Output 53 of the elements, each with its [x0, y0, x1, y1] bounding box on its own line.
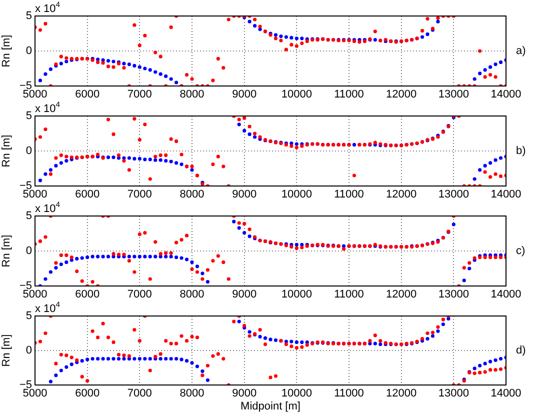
x-tick-label: 10000 [281, 288, 312, 301]
x-tick-label: 10000 [281, 188, 312, 201]
x-tick-label: 12000 [386, 288, 417, 301]
text: c) [516, 245, 526, 258]
y-axis-title: Rn [m] [0, 234, 13, 268]
x-tick-label: 10000 [281, 388, 312, 400]
x-tick-label: 8000 [180, 288, 204, 301]
x-tick-label: 13000 [438, 188, 469, 201]
y-tick-label: 5 [26, 10, 32, 22]
y-tick-label: 0 [26, 344, 32, 357]
x-tick-label: 6000 [75, 288, 100, 301]
y-tick-label: 5 [26, 310, 32, 322]
x-tick-label: 14000 [490, 288, 522, 301]
x-tick-label: 13000 [438, 88, 469, 101]
x-tick-label: 9000 [232, 388, 257, 400]
text: b) [516, 145, 526, 158]
y-axis-title: Rn [m] [0, 34, 13, 68]
x-tick-label: 6000 [75, 88, 100, 101]
y-tick-label: 5 [26, 110, 32, 122]
x-tick-label: 7000 [127, 88, 152, 101]
x-tick-label: 14000 [490, 88, 522, 101]
x-tick-label: 13000 [438, 388, 469, 400]
x-tick-label: 9000 [232, 88, 257, 101]
x-tick-label: 12000 [386, 388, 417, 400]
x-tick-label: 7000 [127, 288, 152, 301]
x-tick-label: 11000 [334, 388, 364, 400]
x-tick-label: 11000 [334, 188, 364, 201]
x-tick-label: 14000 [490, 388, 522, 400]
x-tick-label: 7000 [127, 188, 152, 201]
y-tick-label: 0 [26, 145, 32, 158]
x-tick-label: 11000 [334, 88, 364, 101]
x-tick-label: 8000 [180, 188, 204, 201]
x-tick-label: 9000 [232, 188, 257, 201]
x-tick-label: 7000 [127, 388, 152, 400]
y-tick-label: 0 [26, 45, 32, 58]
x-tick-label: 14000 [490, 188, 522, 201]
x-tick-label: 6000 [75, 388, 100, 400]
x-tick-label: 11000 [334, 288, 364, 301]
x-tick-label: 6000 [75, 188, 100, 201]
x-tick-label: 8000 [180, 88, 204, 101]
x-tick-label: 8000 [180, 388, 204, 400]
x-tick-label: 13000 [438, 288, 469, 301]
y-tick-label: 5 [26, 210, 32, 222]
y-axis-title: Rn [m] [0, 134, 13, 168]
x-tick-label: 9000 [232, 288, 257, 301]
y-axis-title: Rn [m] [0, 334, 13, 367]
text: d) [516, 344, 526, 357]
y-tick-label: 0 [26, 245, 32, 258]
x-tick-label: 10000 [281, 88, 312, 101]
x-axis-title: Midpoint [m] [240, 400, 300, 412]
x-tick-label: 12000 [386, 188, 417, 201]
text: a) [516, 45, 526, 58]
x-tick-label: 12000 [386, 88, 417, 101]
